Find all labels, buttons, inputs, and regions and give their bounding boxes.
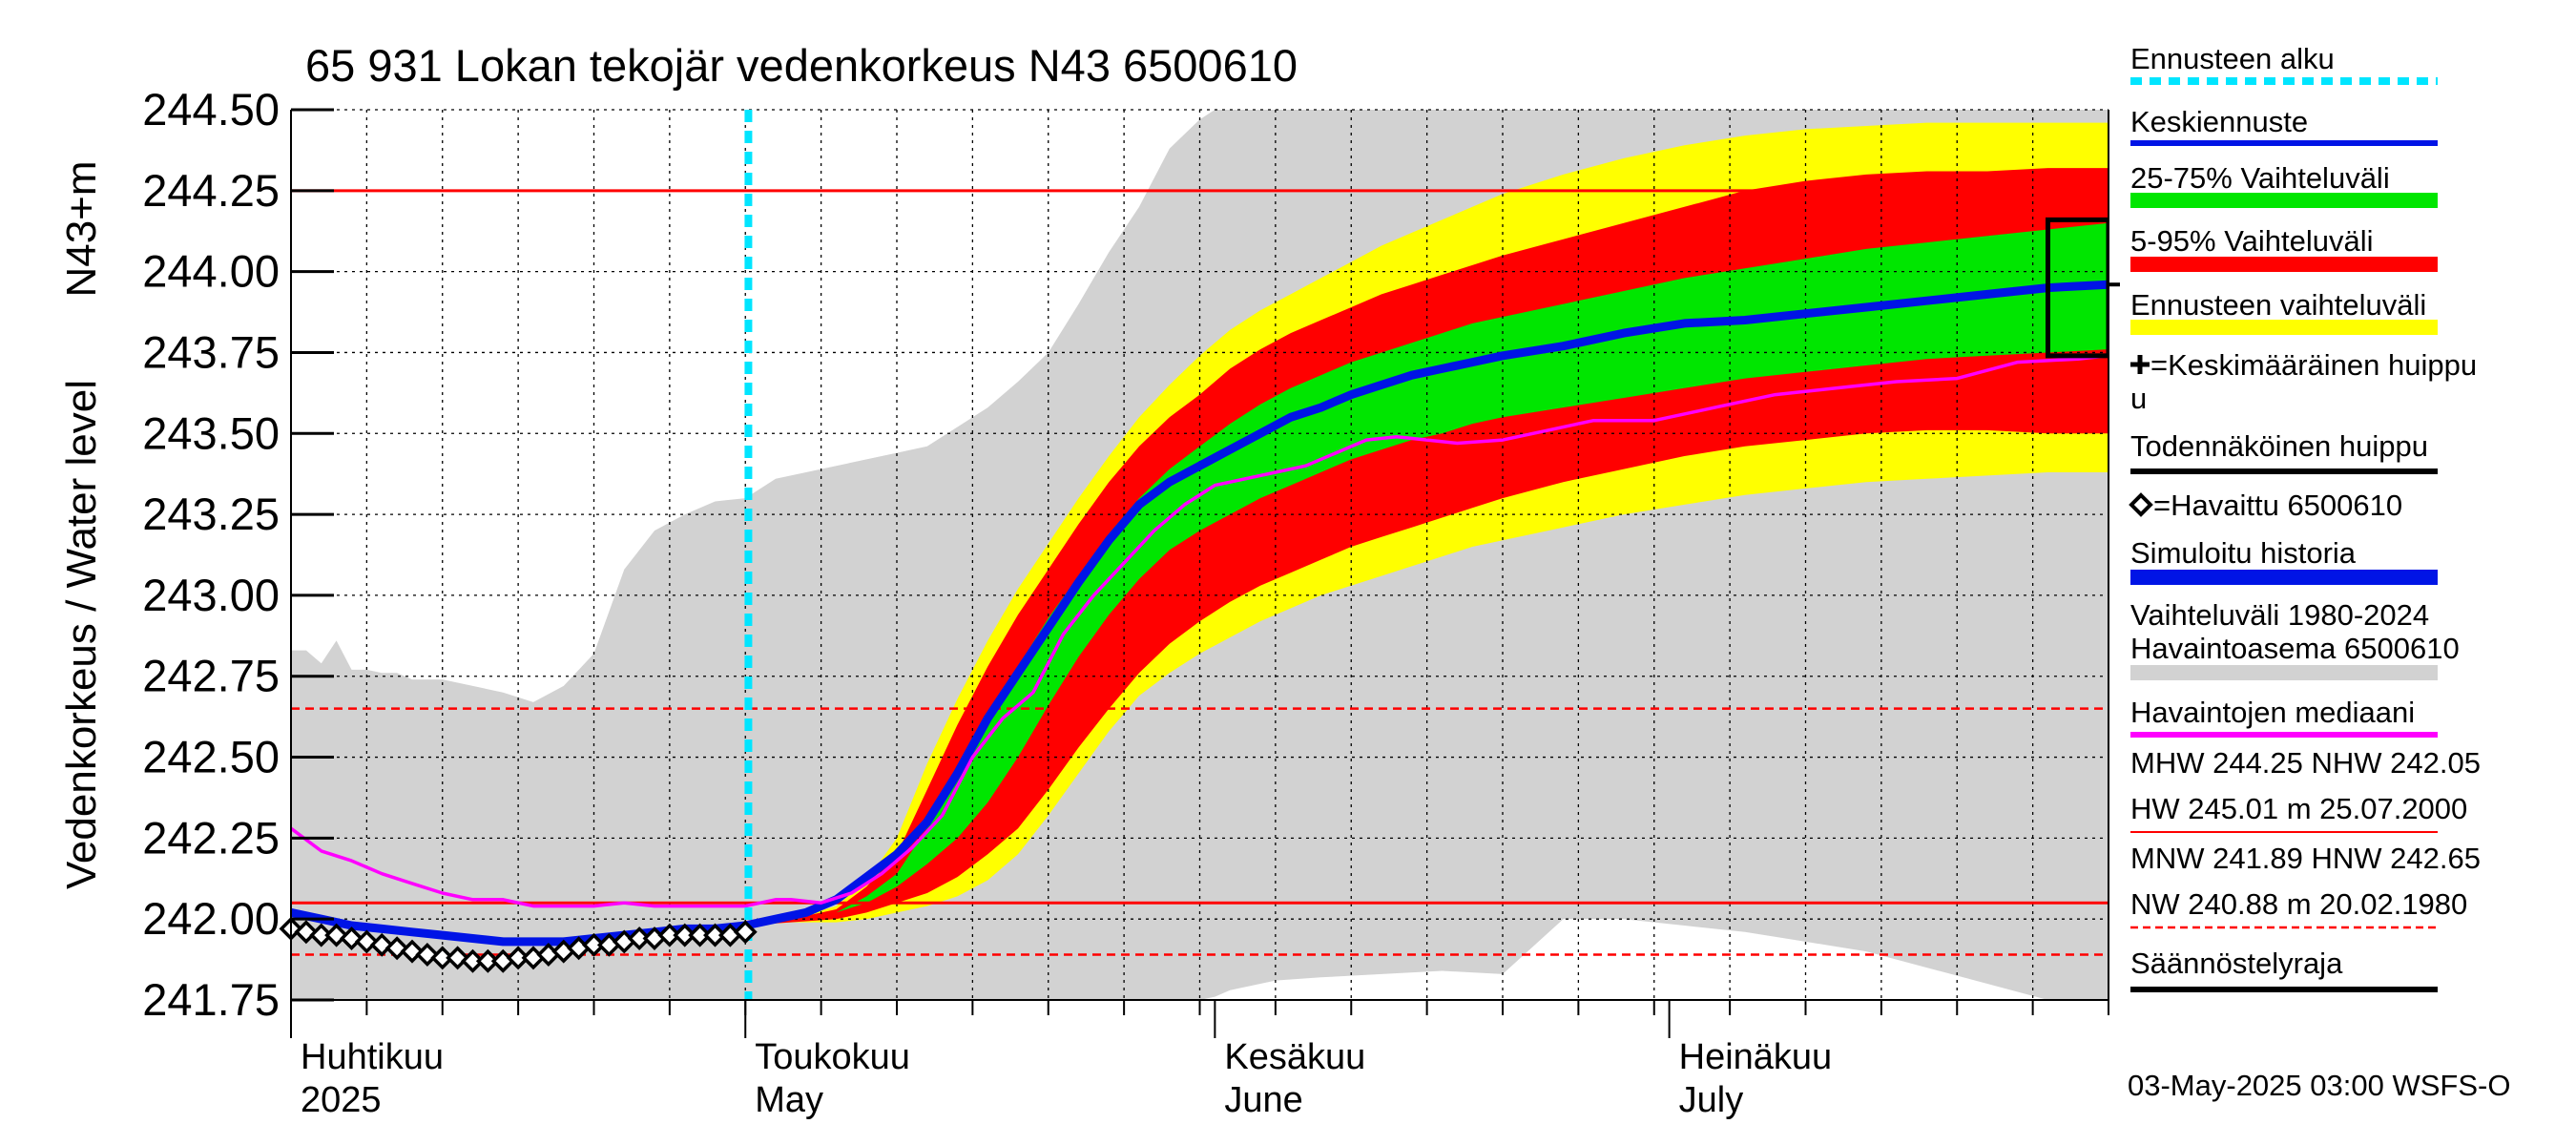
- y-tick-label: 243.75: [142, 326, 280, 377]
- legend-label: =Keskimääräinen huippu: [2150, 348, 2477, 382]
- legend-item: Todennäköinen huippu: [2130, 429, 2438, 474]
- month-label-en: 2025: [301, 1080, 382, 1120]
- observed-marker: [354, 929, 379, 954]
- legend-label: Havaintojen mediaani: [2130, 696, 2415, 729]
- observed-marker: [475, 948, 500, 973]
- legend-item: 5-95% Vaihteluväli: [2130, 224, 2438, 272]
- y-tick-label: 244.50: [142, 84, 280, 135]
- legend-item: MNW 241.89 HNW 242.65 NW 240.88 m 20.02.1…: [2130, 842, 2481, 929]
- observed-marker: [324, 923, 349, 947]
- observed-marker: [369, 932, 394, 957]
- legend-label: 25-75% Vaihteluväli: [2130, 161, 2390, 195]
- observed-markers-layer: [279, 916, 758, 973]
- median-forecast-line: [291, 280, 2109, 947]
- observed-marker: [294, 920, 319, 945]
- observed-marker: [461, 948, 485, 973]
- observed-marker: [506, 946, 530, 970]
- observed-marker: [733, 920, 758, 945]
- legend-item: Keskiennuste: [2130, 105, 2438, 146]
- observed-median-line: [291, 354, 2109, 908]
- y-tick-label: 243.25: [142, 489, 280, 539]
- legend-item: Ennusteen alku: [2130, 42, 2438, 85]
- legend-label: MHW 244.25 NHW 242.05: [2130, 746, 2481, 780]
- observed-marker: [309, 923, 334, 947]
- month-label-fi: Huhtikuu: [301, 1037, 444, 1077]
- legend-label-line2: HW 245.01 m 25.07.2000: [2130, 792, 2467, 825]
- legend-label: Vaihteluväli 1980-2024: [2130, 598, 2429, 632]
- observed-marker: [688, 923, 713, 947]
- legend-item: 25-75% Vaihteluväli: [2130, 161, 2438, 208]
- legend-label: Todennäköinen huippu: [2130, 429, 2428, 463]
- y-axis-label-right: N43+m: [58, 160, 105, 297]
- legend-label: Simuloitu historia: [2130, 536, 2357, 570]
- observed-marker: [400, 939, 425, 964]
- grid-layer: [290, 109, 2109, 1001]
- observed-marker: [673, 923, 697, 947]
- legend-diamond-icon: [2129, 492, 2153, 517]
- legend-item: Havaintojen mediaani: [2130, 696, 2438, 738]
- legend-label-line2: u: [2130, 382, 2147, 415]
- axes-layer: [290, 108, 2120, 1038]
- observed-marker: [703, 923, 727, 947]
- y-tick-label: 242.25: [142, 812, 280, 863]
- month-label-en: July: [1679, 1080, 1744, 1120]
- legend-item: Säännöstelyraja: [2130, 947, 2438, 992]
- legend: Ennusteen alku Keskiennuste 25-75% Vaihtel…: [2129, 42, 2481, 992]
- month-label-fi: Toukokuu: [755, 1037, 910, 1077]
- y-tick-label: 243.00: [142, 570, 280, 620]
- legend-item: Ennusteen vaihteluväli: [2130, 288, 2438, 335]
- y-tick-labels: 241.75 242.00 242.25 242.50 242.75 243.00 243.…: [142, 84, 280, 1025]
- legend-item: Simuloitu historia: [2130, 536, 2438, 585]
- y-tick-label: 242.00: [142, 893, 280, 944]
- observed-marker: [627, 926, 652, 951]
- y-tick-label: 241.75: [142, 974, 280, 1025]
- legend-item: Vaihteluväli 1980-2024 Havaintoasema 650…: [2130, 598, 2460, 680]
- observed-marker: [446, 946, 470, 970]
- legend-label: Säännöstelyraja: [2130, 947, 2343, 980]
- y-tick-label: 242.50: [142, 732, 280, 782]
- y-tick-label: 244.25: [142, 165, 280, 216]
- observed-marker: [430, 946, 455, 970]
- month-label-en: June: [1224, 1080, 1302, 1120]
- legend-label: MNW 241.89 HNW 242.65: [2130, 842, 2481, 875]
- legend-label: 5-95% Vaihteluväli: [2130, 224, 2373, 258]
- chart-title: 65 931 Lokan tekojär vedenkorkeus N43 65…: [305, 40, 1298, 91]
- observed-marker: [657, 923, 682, 947]
- legend-label: Ennusteen alku: [2130, 42, 2335, 75]
- series-lines-layer: [291, 110, 2109, 1000]
- legend-label: =Havaittu 6500610: [2153, 489, 2402, 522]
- legend-label: Ennusteen vaihteluväli: [2130, 288, 2426, 322]
- legend-label-line2: NW 240.88 m 20.02.1980: [2130, 887, 2467, 921]
- y-axis-label-left: Vedenkorkeus / Water level: [58, 380, 105, 889]
- observed-marker: [384, 936, 409, 961]
- observed-marker: [415, 943, 440, 967]
- observed-marker: [582, 932, 606, 957]
- legend-item: =Havaittu 6500610: [2129, 489, 2402, 522]
- probable-peak-box: [2046, 217, 2109, 359]
- legend-label: Keskiennuste: [2130, 105, 2308, 138]
- month-label-fi: Heinäkuu: [1679, 1037, 1833, 1077]
- y-tick-label: 242.75: [142, 651, 280, 701]
- y-tick-label: 243.50: [142, 407, 280, 458]
- legend-item: MHW 244.25 NHW 242.05 HW 245.01 m 25.07.2…: [2130, 746, 2481, 833]
- month-label-en: May: [755, 1080, 823, 1120]
- legend-label-line2: Havaintoasema 6500610: [2130, 632, 2460, 665]
- month-label-fi: Kesäkuu: [1224, 1037, 1365, 1077]
- footer-timestamp: 03-May-2025 03:00 WSFS-O: [2128, 1069, 2510, 1102]
- y-tick-label: 244.00: [142, 246, 280, 297]
- observed-marker: [340, 926, 364, 951]
